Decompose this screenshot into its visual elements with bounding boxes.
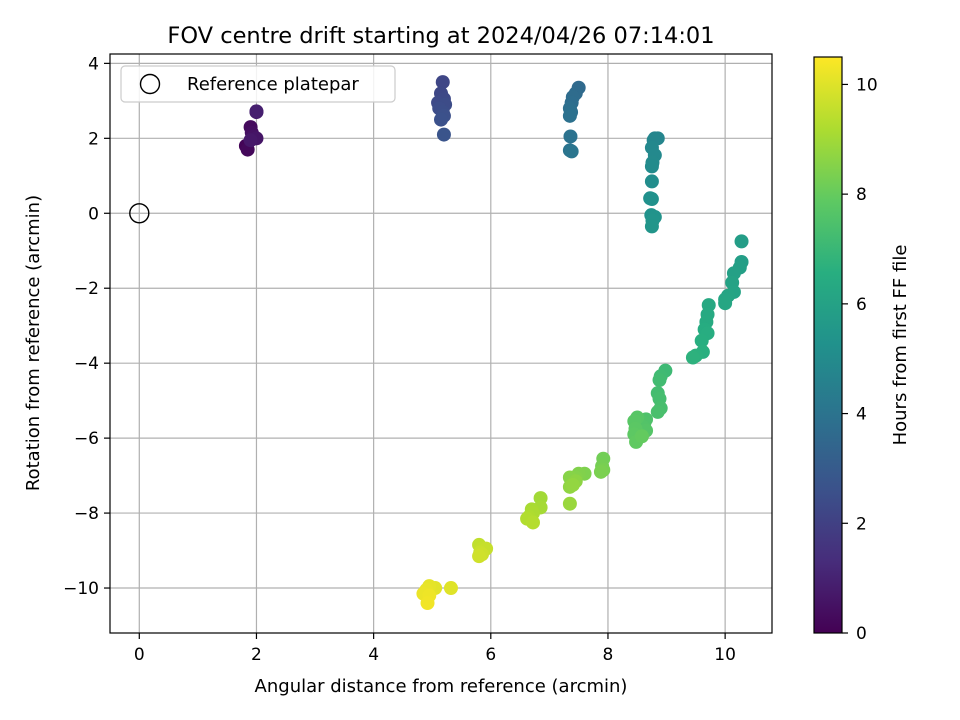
data-point bbox=[420, 596, 435, 611]
y-tick-label: −4 bbox=[74, 354, 99, 374]
x-tick-label: 10 bbox=[714, 645, 736, 665]
colorbar-label: Hours from first FF file bbox=[890, 245, 911, 446]
data-point bbox=[472, 549, 487, 564]
x-tick-label: 8 bbox=[603, 645, 614, 665]
colorbar-tick-label: 6 bbox=[856, 295, 867, 315]
colorbar-tick-label: 4 bbox=[856, 405, 867, 425]
data-point bbox=[634, 429, 649, 444]
colorbar-tick-label: 8 bbox=[856, 185, 867, 205]
data-point bbox=[694, 333, 709, 348]
reference-point bbox=[129, 203, 150, 224]
colorbar: 0 2 4 6 8 10 Hours from first FF file bbox=[813, 56, 911, 644]
data-point bbox=[650, 404, 665, 419]
y-axis-ticks: −10 −8 −6 −4 −2 0 2 4 bbox=[63, 54, 110, 599]
y-tick-label: 2 bbox=[88, 129, 99, 149]
data-point bbox=[564, 144, 579, 159]
data-point bbox=[243, 133, 258, 148]
data-point bbox=[644, 159, 659, 174]
data-point bbox=[434, 112, 448, 127]
y-axis-label: Rotation from reference (arcmin) bbox=[23, 195, 44, 491]
y-tick-label: −2 bbox=[74, 279, 99, 299]
data-point bbox=[249, 104, 264, 119]
x-tick-label: 0 bbox=[134, 645, 145, 665]
colorbar-tick-label: 0 bbox=[856, 624, 867, 644]
data-point bbox=[734, 234, 749, 249]
x-axis-label: Angular distance from reference (arcmin) bbox=[255, 676, 628, 697]
y-tick-label: −8 bbox=[74, 504, 99, 524]
data-point bbox=[644, 192, 659, 207]
y-tick-label: −6 bbox=[74, 429, 99, 449]
data-point bbox=[652, 373, 667, 388]
data-point bbox=[443, 581, 458, 596]
legend: Reference platepar bbox=[120, 65, 396, 103]
x-tick-label: 4 bbox=[368, 645, 379, 665]
colorbar-tick-label: 10 bbox=[856, 75, 878, 95]
data-point bbox=[435, 75, 450, 90]
colorbar-tick-label: 2 bbox=[856, 514, 867, 534]
data-point bbox=[593, 464, 608, 479]
data-point bbox=[565, 477, 580, 492]
data-point bbox=[562, 496, 577, 511]
x-axis-ticks: 0 2 4 6 8 10 bbox=[134, 633, 736, 665]
data-point bbox=[685, 350, 700, 365]
data-point bbox=[436, 127, 451, 142]
colorbar-ticks: 0 2 4 6 8 10 bbox=[842, 75, 878, 644]
data-point bbox=[718, 296, 733, 311]
y-tick-label: −10 bbox=[63, 579, 99, 599]
data-point bbox=[644, 174, 659, 189]
plot-frame bbox=[109, 53, 773, 634]
x-tick-label: 6 bbox=[485, 645, 496, 665]
legend-label: Reference platepar bbox=[187, 74, 359, 95]
legend-box bbox=[120, 65, 396, 103]
data-point bbox=[562, 108, 577, 123]
x-tick-label: 2 bbox=[251, 645, 262, 665]
legend-marker-icon bbox=[139, 73, 161, 95]
data-point bbox=[525, 515, 540, 530]
reference-marker bbox=[129, 203, 150, 224]
y-tick-label: 0 bbox=[88, 204, 99, 224]
colorbar-gradient bbox=[813, 56, 843, 634]
data-points bbox=[238, 75, 749, 611]
data-point bbox=[644, 219, 659, 234]
data-point bbox=[563, 129, 578, 144]
chart-title: FOV centre drift starting at 2024/04/26 … bbox=[167, 23, 714, 49]
y-tick-label: 4 bbox=[88, 54, 99, 74]
